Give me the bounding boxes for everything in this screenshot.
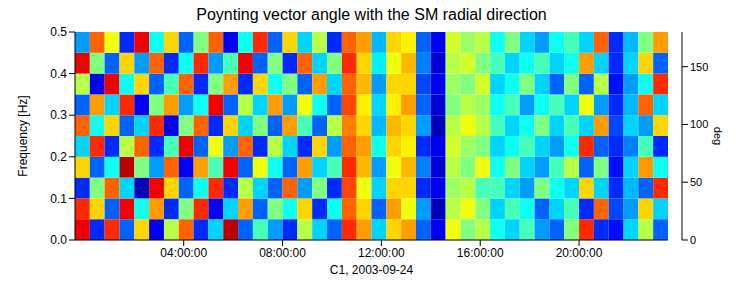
svg-text:0.2: 0.2 (50, 150, 67, 164)
svg-text:0.4: 0.4 (50, 67, 67, 81)
svg-text:50: 50 (690, 176, 702, 188)
svg-text:0.0: 0.0 (50, 233, 67, 247)
html-text:Poynting vector angle with the: Poynting vector angle with the SM radial… (196, 6, 547, 23)
svg-text:150: 150 (690, 61, 708, 73)
svg-text:04:00:00: 04:00:00 (160, 246, 207, 260)
svg-text:0.5: 0.5 (50, 25, 67, 39)
svg-text:16:00:00: 16:00:00 (457, 246, 504, 260)
svg-text:08:00:00: 08:00:00 (259, 246, 306, 260)
svg-text:100: 100 (690, 118, 708, 130)
svg-text:0.1: 0.1 (50, 192, 67, 206)
svg-text:12:00:00: 12:00:00 (358, 246, 405, 260)
svg-text:20:00:00: 20:00:00 (556, 246, 603, 260)
svg-text:Frequency [Hz]: Frequency [Hz] (16, 95, 30, 176)
svg-text:deg: deg (712, 127, 724, 145)
svg-text:0: 0 (690, 234, 696, 246)
svg-text:C1, 2003-09-24: C1, 2003-09-24 (330, 263, 414, 277)
svg-text:0.3: 0.3 (50, 108, 67, 122)
